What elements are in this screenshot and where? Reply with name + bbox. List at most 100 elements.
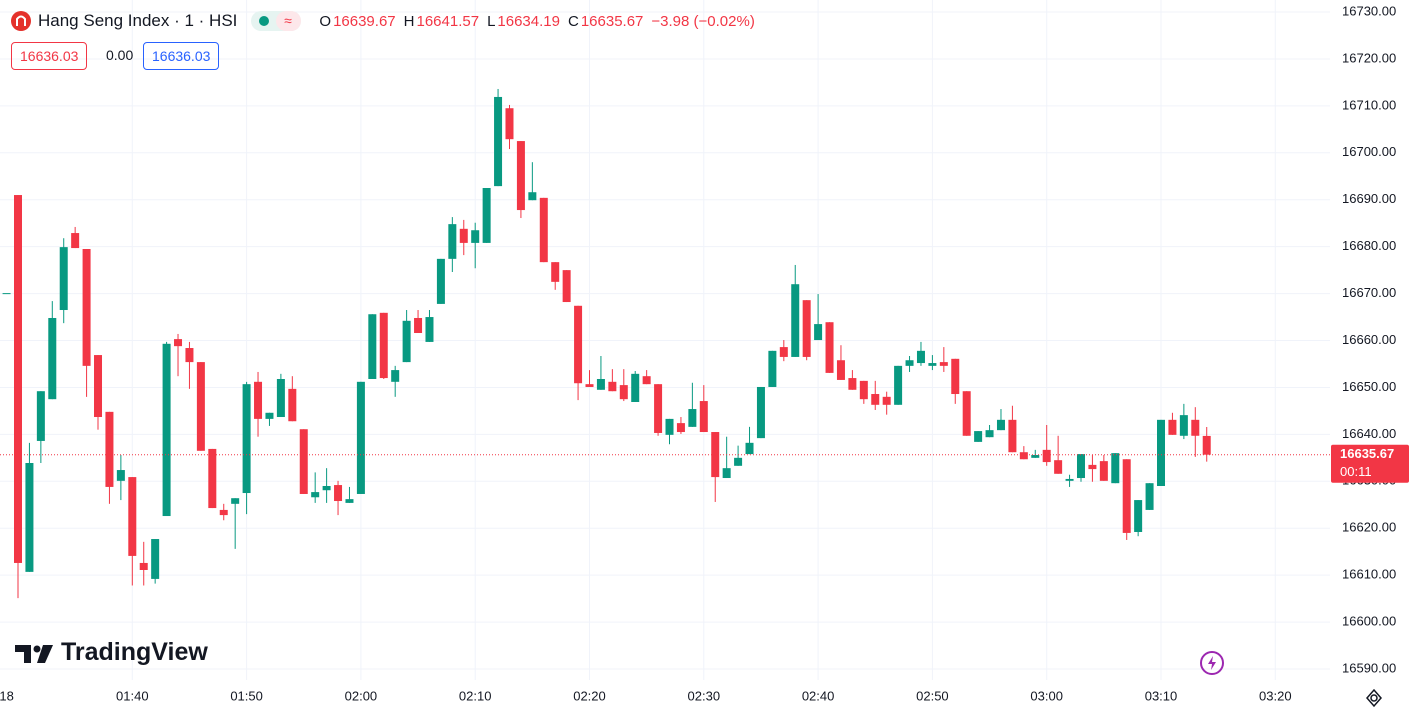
candle-body: [334, 485, 343, 502]
candle-body: [185, 348, 194, 363]
close-letter: C: [567, 12, 579, 30]
candle-body: [642, 376, 651, 385]
candle-body: [516, 141, 525, 211]
open-letter: O: [319, 12, 332, 30]
candle-body: [539, 197, 548, 263]
candle-body: [425, 317, 434, 342]
candle-body: [688, 409, 697, 427]
candle-body: [436, 258, 445, 304]
candle-body: [265, 412, 274, 419]
candle-body: [871, 394, 880, 405]
candle-body: [1019, 452, 1028, 460]
y-tick-label: 16620.00: [1342, 520, 1396, 535]
brand-name: TradingView: [61, 638, 208, 666]
candle-body: [402, 320, 411, 363]
high-letter: H: [403, 12, 415, 30]
candle-body: [1099, 461, 1108, 481]
y-tick-label: 16600.00: [1342, 614, 1396, 629]
candle-body: [985, 430, 994, 438]
candle-body: [14, 195, 22, 563]
open-value: 16639.67: [333, 12, 396, 30]
candle-body: [1008, 419, 1017, 453]
candle-body: [836, 360, 845, 380]
candle-body: [1088, 464, 1097, 470]
candle-body: [768, 350, 777, 387]
candle-body: [1145, 483, 1154, 510]
candle-body: [254, 381, 263, 419]
candle-body: [242, 384, 251, 494]
candle-body: [631, 373, 640, 402]
candle-body: [25, 463, 34, 572]
sell-button[interactable]: 16636.03: [11, 42, 88, 70]
candle-body: [894, 365, 903, 405]
candle-body: [2, 293, 11, 295]
candle-body: [1168, 419, 1177, 435]
buy-button[interactable]: 16636.03: [143, 42, 220, 70]
candle-body: [882, 396, 891, 405]
candle-body: [1042, 449, 1051, 463]
candle-body: [448, 224, 457, 259]
candle-body: [676, 423, 685, 433]
candle-body: [299, 429, 308, 494]
candle-body: [848, 378, 857, 390]
candle-body: [1122, 459, 1131, 533]
x-tick-label: 02:00: [345, 688, 378, 703]
y-tick-label: 16720.00: [1342, 50, 1396, 65]
candle-body: [459, 228, 468, 243]
candle-body: [1031, 455, 1040, 458]
candle-body: [745, 442, 754, 455]
candle-body: [174, 339, 183, 347]
y-tick-label: 16610.00: [1342, 567, 1396, 582]
status-icons[interactable]: ≈: [251, 10, 302, 32]
candle-body: [962, 391, 971, 436]
candle-body: [505, 108, 514, 140]
settings-button[interactable]: [1364, 688, 1384, 708]
y-tick-label: 16590.00: [1342, 660, 1396, 675]
x-tick-label: 02:40: [802, 688, 835, 703]
candle-body: [939, 362, 948, 366]
candle-body: [814, 324, 823, 341]
candle-body: [779, 347, 788, 357]
candle-body: [356, 381, 365, 494]
candle-body: [585, 384, 594, 387]
x-tick-label: 01:50: [230, 688, 263, 703]
candle-body: [665, 418, 674, 435]
change-value: −3.98 (−0.02%): [651, 12, 755, 30]
y-tick-label: 16690.00: [1342, 191, 1396, 206]
symbol-logo: [11, 11, 31, 31]
low-value: 16634.19: [497, 12, 560, 30]
x-tick-label: 18: [0, 688, 14, 703]
last-price-badge: [1331, 444, 1409, 483]
candle-body: [974, 431, 983, 442]
close-value: 16635.67: [580, 12, 644, 30]
candle-body: [105, 411, 114, 487]
candle-body: [608, 381, 617, 392]
candle-body: [951, 358, 960, 395]
y-tick-label: 16640.00: [1342, 426, 1396, 441]
candle-body: [368, 314, 377, 379]
candle-body: [1202, 435, 1211, 455]
candle-body: [996, 419, 1005, 431]
candle-body: [928, 363, 937, 366]
high-value: 16641.57: [416, 12, 480, 30]
x-tick-label: 03:20: [1259, 688, 1292, 703]
x-tick-label: 03:10: [1145, 688, 1178, 703]
svg-text:≈: ≈: [285, 13, 293, 29]
y-tick-label: 16700.00: [1342, 144, 1396, 159]
candle-body: [71, 233, 80, 249]
candle-body: [36, 391, 45, 441]
candle-body: [276, 378, 285, 418]
lightning-button[interactable]: [1198, 649, 1226, 677]
candle-body: [791, 284, 800, 357]
candle-body: [596, 378, 605, 390]
candle-body: [208, 448, 217, 509]
y-tick-label: 16650.00: [1342, 379, 1396, 394]
y-tick-label: 16670.00: [1342, 285, 1396, 300]
last-price-label: 16635.67: [1340, 446, 1394, 461]
y-tick-label: 16660.00: [1342, 332, 1396, 347]
x-tick-label: 02:20: [573, 688, 606, 703]
candle-body: [139, 562, 148, 570]
candle-body: [619, 385, 628, 400]
y-tick-label: 16710.00: [1342, 97, 1396, 112]
